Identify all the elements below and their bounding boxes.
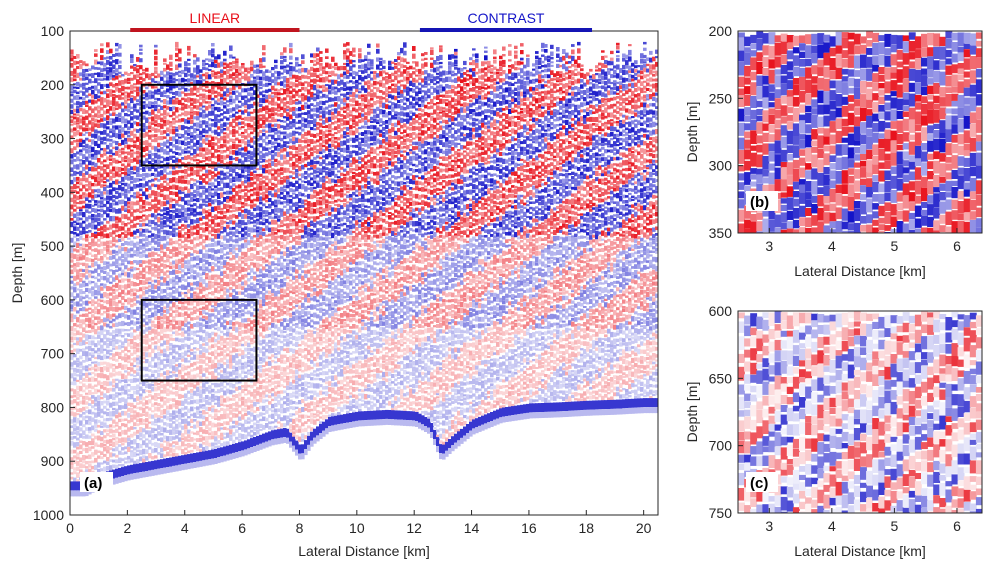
band-label-contrast: CONTRAST (467, 10, 544, 26)
panel-b-ylabel: Depth [m] (684, 102, 700, 163)
panel-b-tag-bg (746, 191, 778, 211)
x-tick-label: 4 (828, 518, 836, 534)
panel-a-bands: LINEAR CONTRAST (130, 10, 593, 32)
x-tick-label: 18 (579, 520, 595, 536)
zoom-box-c (140, 298, 258, 382)
y-tick-label: 700 (709, 438, 733, 454)
panel-a: LINEAR CONTRAST 0 2 4 6 8 10 12 14 16 18 20 100 200 300… (9, 10, 659, 559)
y-tick-label: 900 (41, 453, 65, 469)
x-tick-label: 3 (765, 238, 773, 254)
y-tick-label: 200 (41, 77, 65, 93)
panel-c-image (738, 311, 982, 513)
panel-c-tag-bg (746, 472, 778, 492)
y-tick-label: 100 (41, 23, 65, 39)
x-tick-label: 20 (636, 520, 652, 536)
y-tick-label: 600 (709, 303, 733, 319)
panel-b-yticks: 200 250 300 350 (709, 23, 743, 241)
x-tick-label: 5 (891, 518, 899, 534)
panel-c-xlabel: Lateral Distance [km] (794, 543, 926, 559)
x-tick-label: 5 (891, 238, 899, 254)
x-tick-label: 10 (349, 520, 365, 536)
x-tick-label: 0 (66, 520, 74, 536)
panel-a-image (70, 31, 658, 515)
y-tick-label: 350 (709, 225, 733, 241)
y-tick-label: 600 (41, 292, 65, 308)
panel-a-frame (69, 30, 659, 516)
y-tick-label: 250 (709, 90, 733, 106)
panel-c-ylabel: Depth [m] (684, 382, 700, 443)
x-tick-label: 16 (521, 520, 537, 536)
panel-a-tag-bg (80, 472, 113, 492)
x-tick-label: 4 (181, 520, 189, 536)
x-tick-label: 6 (953, 518, 961, 534)
panel-a-zoom-boxes (140, 83, 258, 382)
y-tick-label: 700 (41, 346, 65, 362)
x-tick-label: 14 (464, 520, 480, 536)
band-label-linear: LINEAR (190, 10, 241, 26)
x-tick-label: 3 (765, 518, 773, 534)
x-tick-label: 8 (296, 520, 304, 536)
x-tick-label: 12 (406, 520, 422, 536)
y-tick-label: 750 (709, 505, 733, 521)
panel-b-image (738, 31, 982, 233)
y-tick-label: 400 (41, 184, 65, 200)
y-tick-label: 200 (709, 23, 733, 39)
panel-b-frame (737, 30, 983, 234)
y-tick-label: 300 (41, 131, 65, 147)
panel-a-xlabel: Lateral Distance [km] (298, 543, 430, 559)
panel-b-xlabel: Lateral Distance [km] (794, 263, 926, 279)
x-tick-label: 6 (238, 520, 246, 536)
panel-a-tag: (a) (84, 475, 102, 492)
panel-a-ylabel: Depth [m] (9, 243, 25, 304)
y-tick-label: 300 (709, 158, 733, 174)
y-tick-label: 650 (709, 370, 733, 386)
panel-c-yticks: 600 650 700 750 (709, 303, 743, 521)
panel-c-xticks: 3 4 5 6 (765, 508, 961, 534)
panel-c-frame (737, 310, 983, 514)
x-tick-label: 4 (828, 238, 836, 254)
panel-a-yticks: 100 200 300 400 500 600 700 800 900 1000 (33, 23, 75, 523)
y-tick-label: 800 (41, 399, 65, 415)
zoom-box-b (140, 83, 258, 167)
panel-b: 3 4 5 6 200 250 300 350 Lateral Distance [km] Dep… (684, 23, 983, 279)
x-tick-label: 6 (953, 238, 961, 254)
panel-b-xticks: 3 4 5 6 (765, 228, 961, 254)
panel-c-tag: (c) (750, 475, 768, 492)
y-tick-label: 500 (41, 238, 65, 254)
panel-b-tag: (b) (750, 194, 769, 211)
y-tick-label: 1000 (33, 507, 64, 523)
panel-c: 3 4 5 6 600 650 700 750 Lateral Distance [km] Dep… (684, 303, 983, 559)
x-tick-label: 2 (123, 520, 131, 536)
panel-a-xticks: 0 2 4 6 8 10 12 14 16 18 20 (66, 510, 652, 536)
